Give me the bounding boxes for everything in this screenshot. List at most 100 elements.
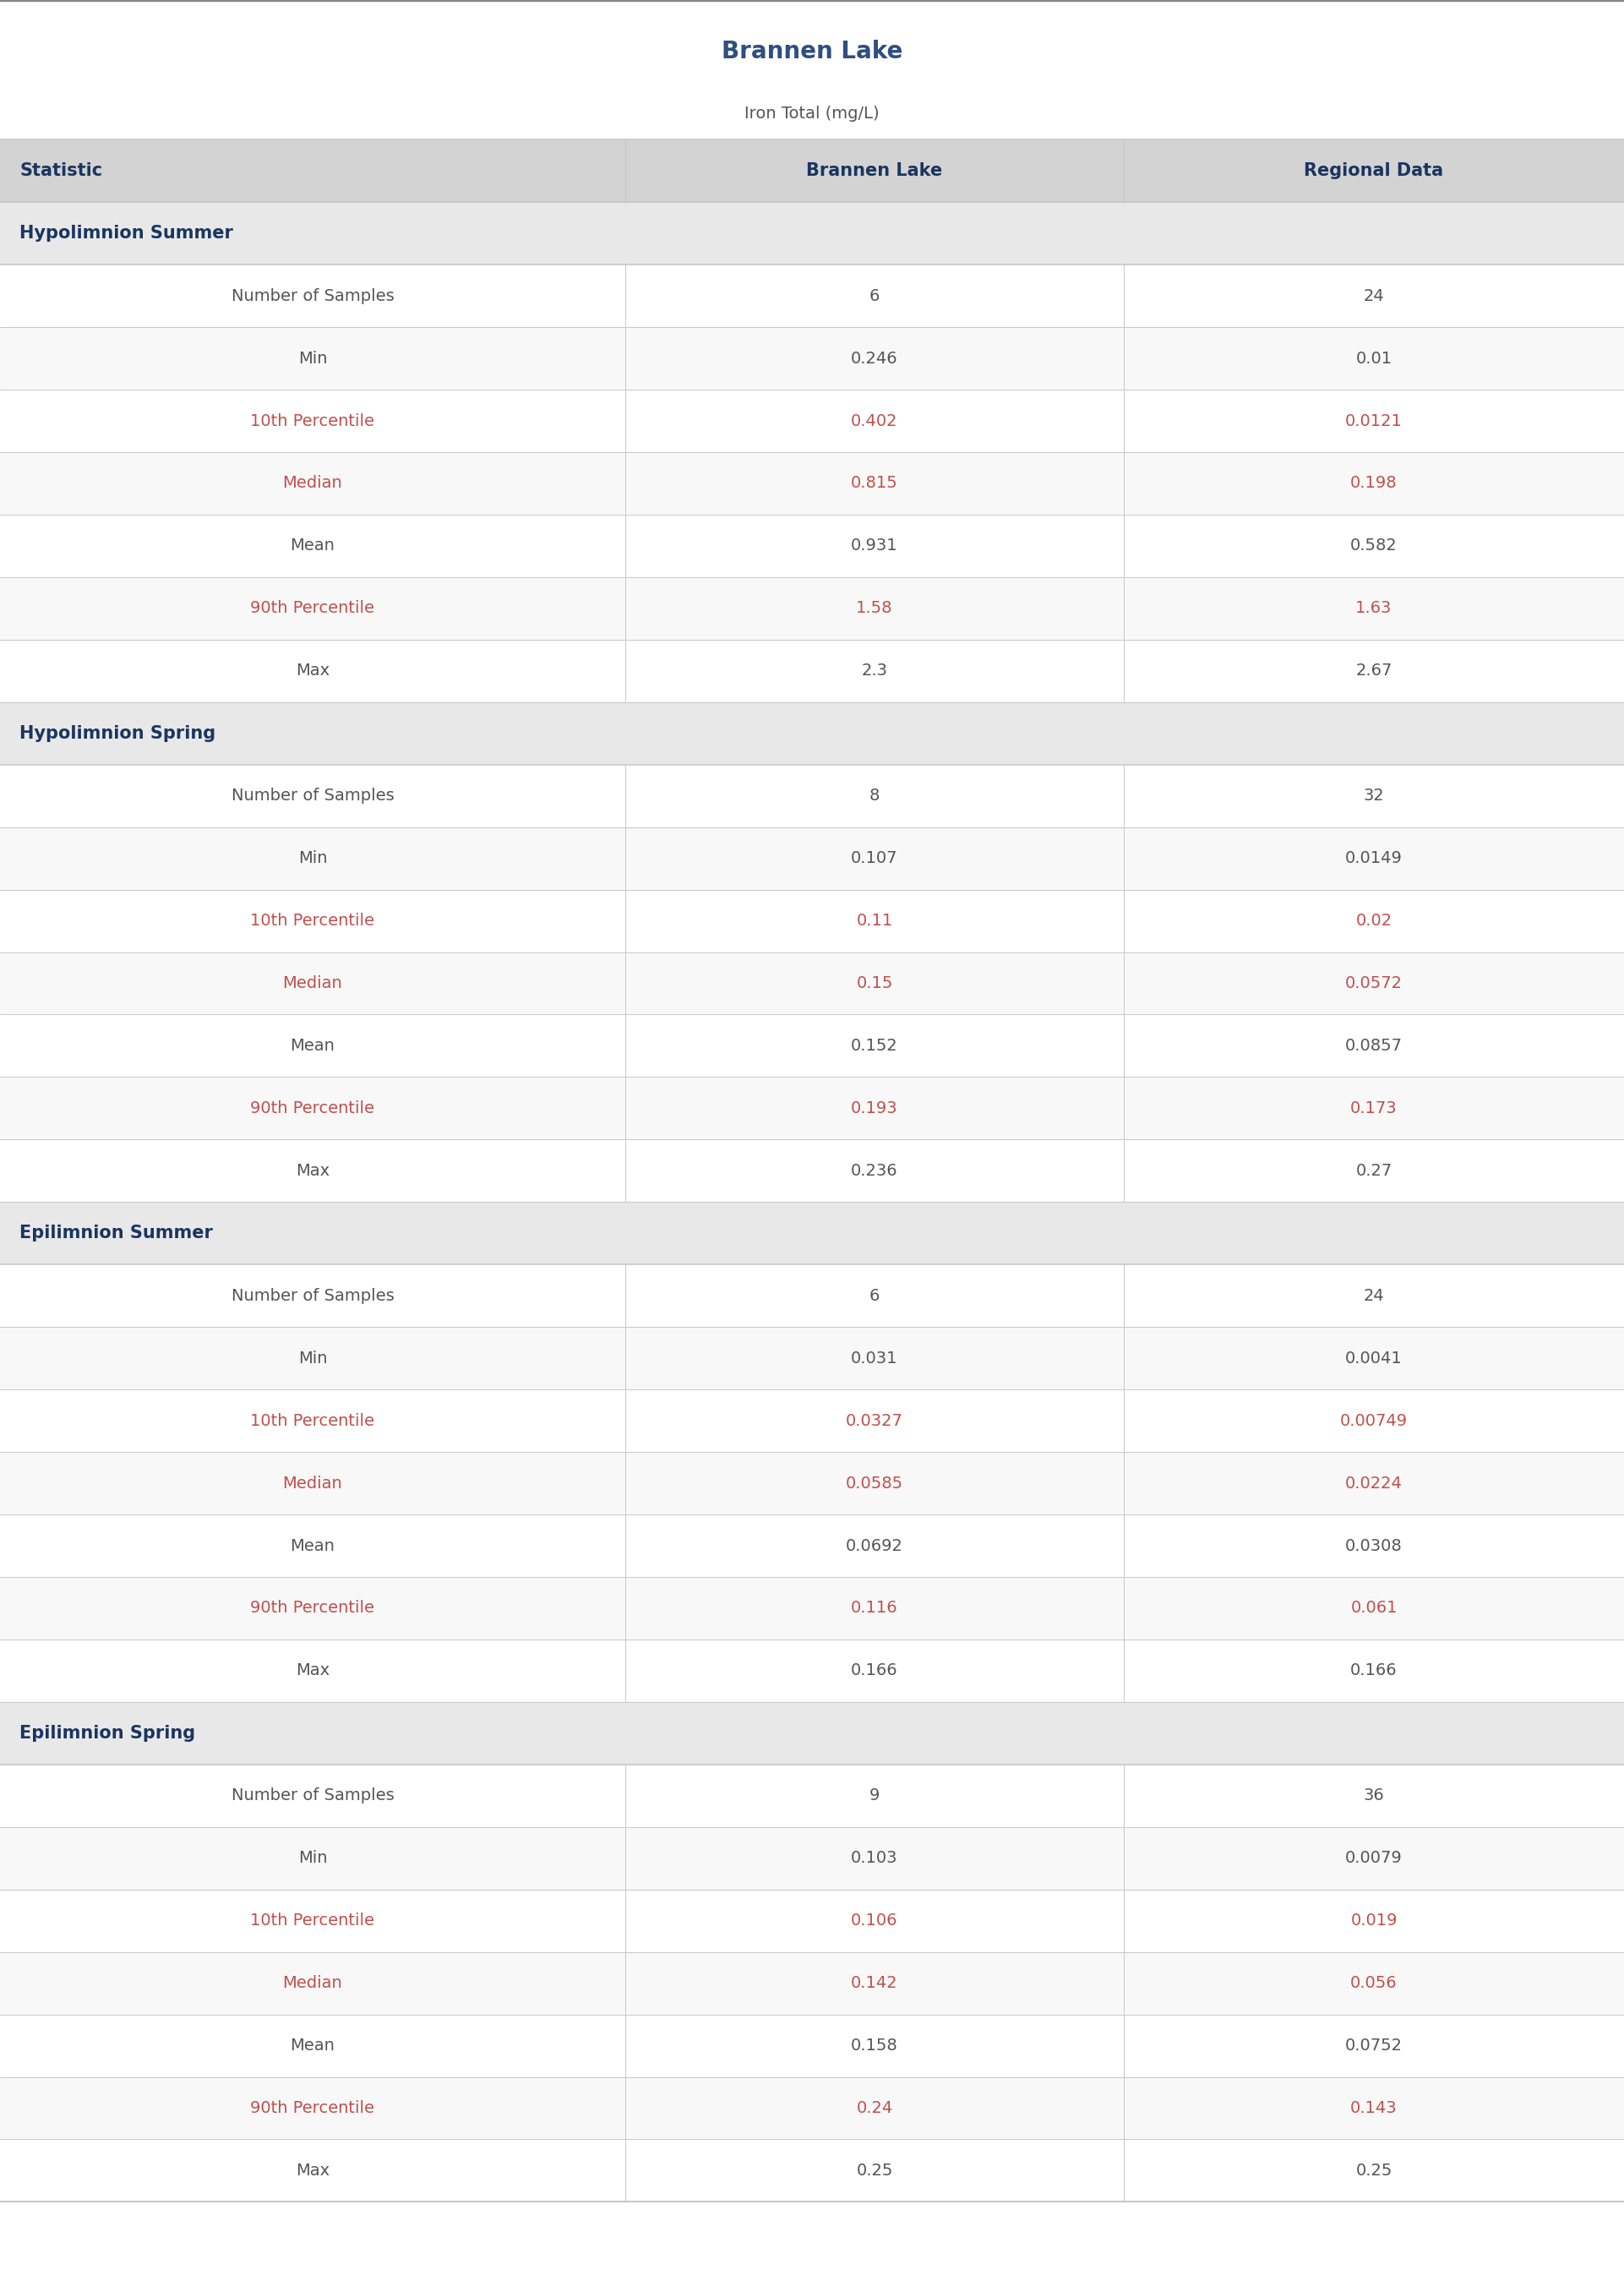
Bar bbox=[0, 202, 1624, 266]
Bar bbox=[0, 327, 1624, 390]
Text: Mean: Mean bbox=[291, 1037, 335, 1053]
Text: 6: 6 bbox=[869, 1287, 880, 1303]
Text: Max: Max bbox=[296, 1162, 330, 1178]
Bar bbox=[0, 640, 1624, 701]
Text: Min: Min bbox=[299, 851, 326, 867]
Text: 0.031: 0.031 bbox=[851, 1351, 898, 1367]
Text: 0.27: 0.27 bbox=[1356, 1162, 1392, 1178]
Text: 32: 32 bbox=[1364, 788, 1384, 804]
Bar bbox=[0, 1827, 1624, 1889]
Text: 0.0857: 0.0857 bbox=[1345, 1037, 1403, 1053]
Text: Number of Samples: Number of Samples bbox=[231, 1789, 395, 1805]
Text: 0.0041: 0.0041 bbox=[1345, 1351, 1403, 1367]
Text: 0.103: 0.103 bbox=[851, 1850, 898, 1866]
Bar bbox=[0, 1702, 1624, 1764]
Text: 0.019: 0.019 bbox=[1351, 1914, 1397, 1930]
Text: 0.0149: 0.0149 bbox=[1345, 851, 1403, 867]
Text: Hypolimnion Summer: Hypolimnion Summer bbox=[19, 225, 234, 243]
Text: 0.143: 0.143 bbox=[1351, 2100, 1397, 2116]
Text: 90th Percentile: 90th Percentile bbox=[250, 2100, 375, 2116]
Text: Epilimnion Summer: Epilimnion Summer bbox=[19, 1226, 213, 1242]
Text: 8: 8 bbox=[869, 788, 880, 804]
Text: Number of Samples: Number of Samples bbox=[231, 788, 395, 804]
Text: 90th Percentile: 90th Percentile bbox=[250, 599, 375, 617]
Bar bbox=[0, 1389, 1624, 1453]
Text: Min: Min bbox=[299, 1351, 326, 1367]
Text: 1.58: 1.58 bbox=[856, 599, 893, 617]
Text: 0.106: 0.106 bbox=[851, 1914, 898, 1930]
Text: 0.15: 0.15 bbox=[856, 976, 893, 992]
Text: Number of Samples: Number of Samples bbox=[231, 1287, 395, 1303]
Text: 0.01: 0.01 bbox=[1356, 350, 1392, 365]
Bar bbox=[0, 1328, 1624, 1389]
Text: 6: 6 bbox=[869, 288, 880, 304]
Text: 0.198: 0.198 bbox=[1351, 474, 1397, 490]
Text: Brannen Lake: Brannen Lake bbox=[721, 39, 903, 64]
Bar bbox=[0, 390, 1624, 452]
Text: 0.056: 0.056 bbox=[1351, 1975, 1397, 1991]
Text: 0.24: 0.24 bbox=[856, 2100, 893, 2116]
Text: 0.158: 0.158 bbox=[851, 2038, 898, 2054]
Text: Statistic: Statistic bbox=[19, 163, 102, 179]
Text: 0.107: 0.107 bbox=[851, 851, 898, 867]
Text: 0.25: 0.25 bbox=[1356, 2163, 1392, 2179]
Text: Max: Max bbox=[296, 2163, 330, 2179]
Text: Median: Median bbox=[283, 976, 343, 992]
Text: Iron Total (mg/L): Iron Total (mg/L) bbox=[744, 107, 880, 123]
Text: 0.0585: 0.0585 bbox=[846, 1476, 903, 1491]
Text: 10th Percentile: 10th Percentile bbox=[250, 1412, 375, 1428]
Text: 2.3: 2.3 bbox=[861, 663, 888, 679]
Text: Regional Data: Regional Data bbox=[1304, 163, 1444, 179]
Text: Epilimnion Spring: Epilimnion Spring bbox=[19, 1725, 195, 1741]
Text: 0.11: 0.11 bbox=[856, 913, 893, 928]
Text: 0.0121: 0.0121 bbox=[1345, 413, 1403, 429]
Text: 1.63: 1.63 bbox=[1356, 599, 1392, 617]
Bar bbox=[0, 1889, 1624, 1952]
Bar bbox=[0, 1140, 1624, 1203]
Text: Median: Median bbox=[283, 1975, 343, 1991]
Text: Mean: Mean bbox=[291, 538, 335, 554]
Bar bbox=[0, 266, 1624, 327]
Bar bbox=[0, 452, 1624, 515]
Text: 90th Percentile: 90th Percentile bbox=[250, 1600, 375, 1616]
Bar bbox=[0, 826, 1624, 890]
Text: 0.152: 0.152 bbox=[851, 1037, 898, 1053]
Bar bbox=[0, 701, 1624, 765]
Text: 0.25: 0.25 bbox=[856, 2163, 893, 2179]
Text: 0.246: 0.246 bbox=[851, 350, 898, 365]
Text: 0.815: 0.815 bbox=[851, 474, 898, 490]
Text: 24: 24 bbox=[1364, 1287, 1384, 1303]
Text: 0.931: 0.931 bbox=[851, 538, 898, 554]
Text: 90th Percentile: 90th Percentile bbox=[250, 1101, 375, 1117]
Bar bbox=[0, 1453, 1624, 1514]
Text: 0.0327: 0.0327 bbox=[846, 1412, 903, 1428]
Bar bbox=[0, 1578, 1624, 1639]
Text: 0.00749: 0.00749 bbox=[1340, 1412, 1408, 1428]
Bar bbox=[0, 951, 1624, 1015]
Text: 0.116: 0.116 bbox=[851, 1600, 898, 1616]
Text: 0.0572: 0.0572 bbox=[1345, 976, 1403, 992]
Text: 0.166: 0.166 bbox=[1351, 1662, 1397, 1680]
Text: 10th Percentile: 10th Percentile bbox=[250, 413, 375, 429]
Text: 0.193: 0.193 bbox=[851, 1101, 898, 1117]
Text: 0.0692: 0.0692 bbox=[846, 1537, 903, 1553]
Text: Mean: Mean bbox=[291, 1537, 335, 1553]
Text: 0.0752: 0.0752 bbox=[1345, 2038, 1403, 2054]
Text: 0.0308: 0.0308 bbox=[1345, 1537, 1403, 1553]
Bar bbox=[0, 1203, 1624, 1264]
Text: 10th Percentile: 10th Percentile bbox=[250, 1914, 375, 1930]
Text: 0.236: 0.236 bbox=[851, 1162, 898, 1178]
Text: Number of Samples: Number of Samples bbox=[231, 288, 395, 304]
Bar bbox=[0, 1264, 1624, 1328]
Text: 2.67: 2.67 bbox=[1356, 663, 1392, 679]
Bar bbox=[0, 890, 1624, 951]
Text: 0.142: 0.142 bbox=[851, 1975, 898, 1991]
Bar bbox=[0, 515, 1624, 577]
Text: 0.173: 0.173 bbox=[1351, 1101, 1397, 1117]
Bar bbox=[0, 577, 1624, 640]
Text: 9: 9 bbox=[869, 1789, 880, 1805]
Bar bbox=[0, 765, 1624, 826]
Text: Mean: Mean bbox=[291, 2038, 335, 2054]
Text: 0.0079: 0.0079 bbox=[1345, 1850, 1403, 1866]
Text: Hypolimnion Spring: Hypolimnion Spring bbox=[19, 724, 216, 742]
